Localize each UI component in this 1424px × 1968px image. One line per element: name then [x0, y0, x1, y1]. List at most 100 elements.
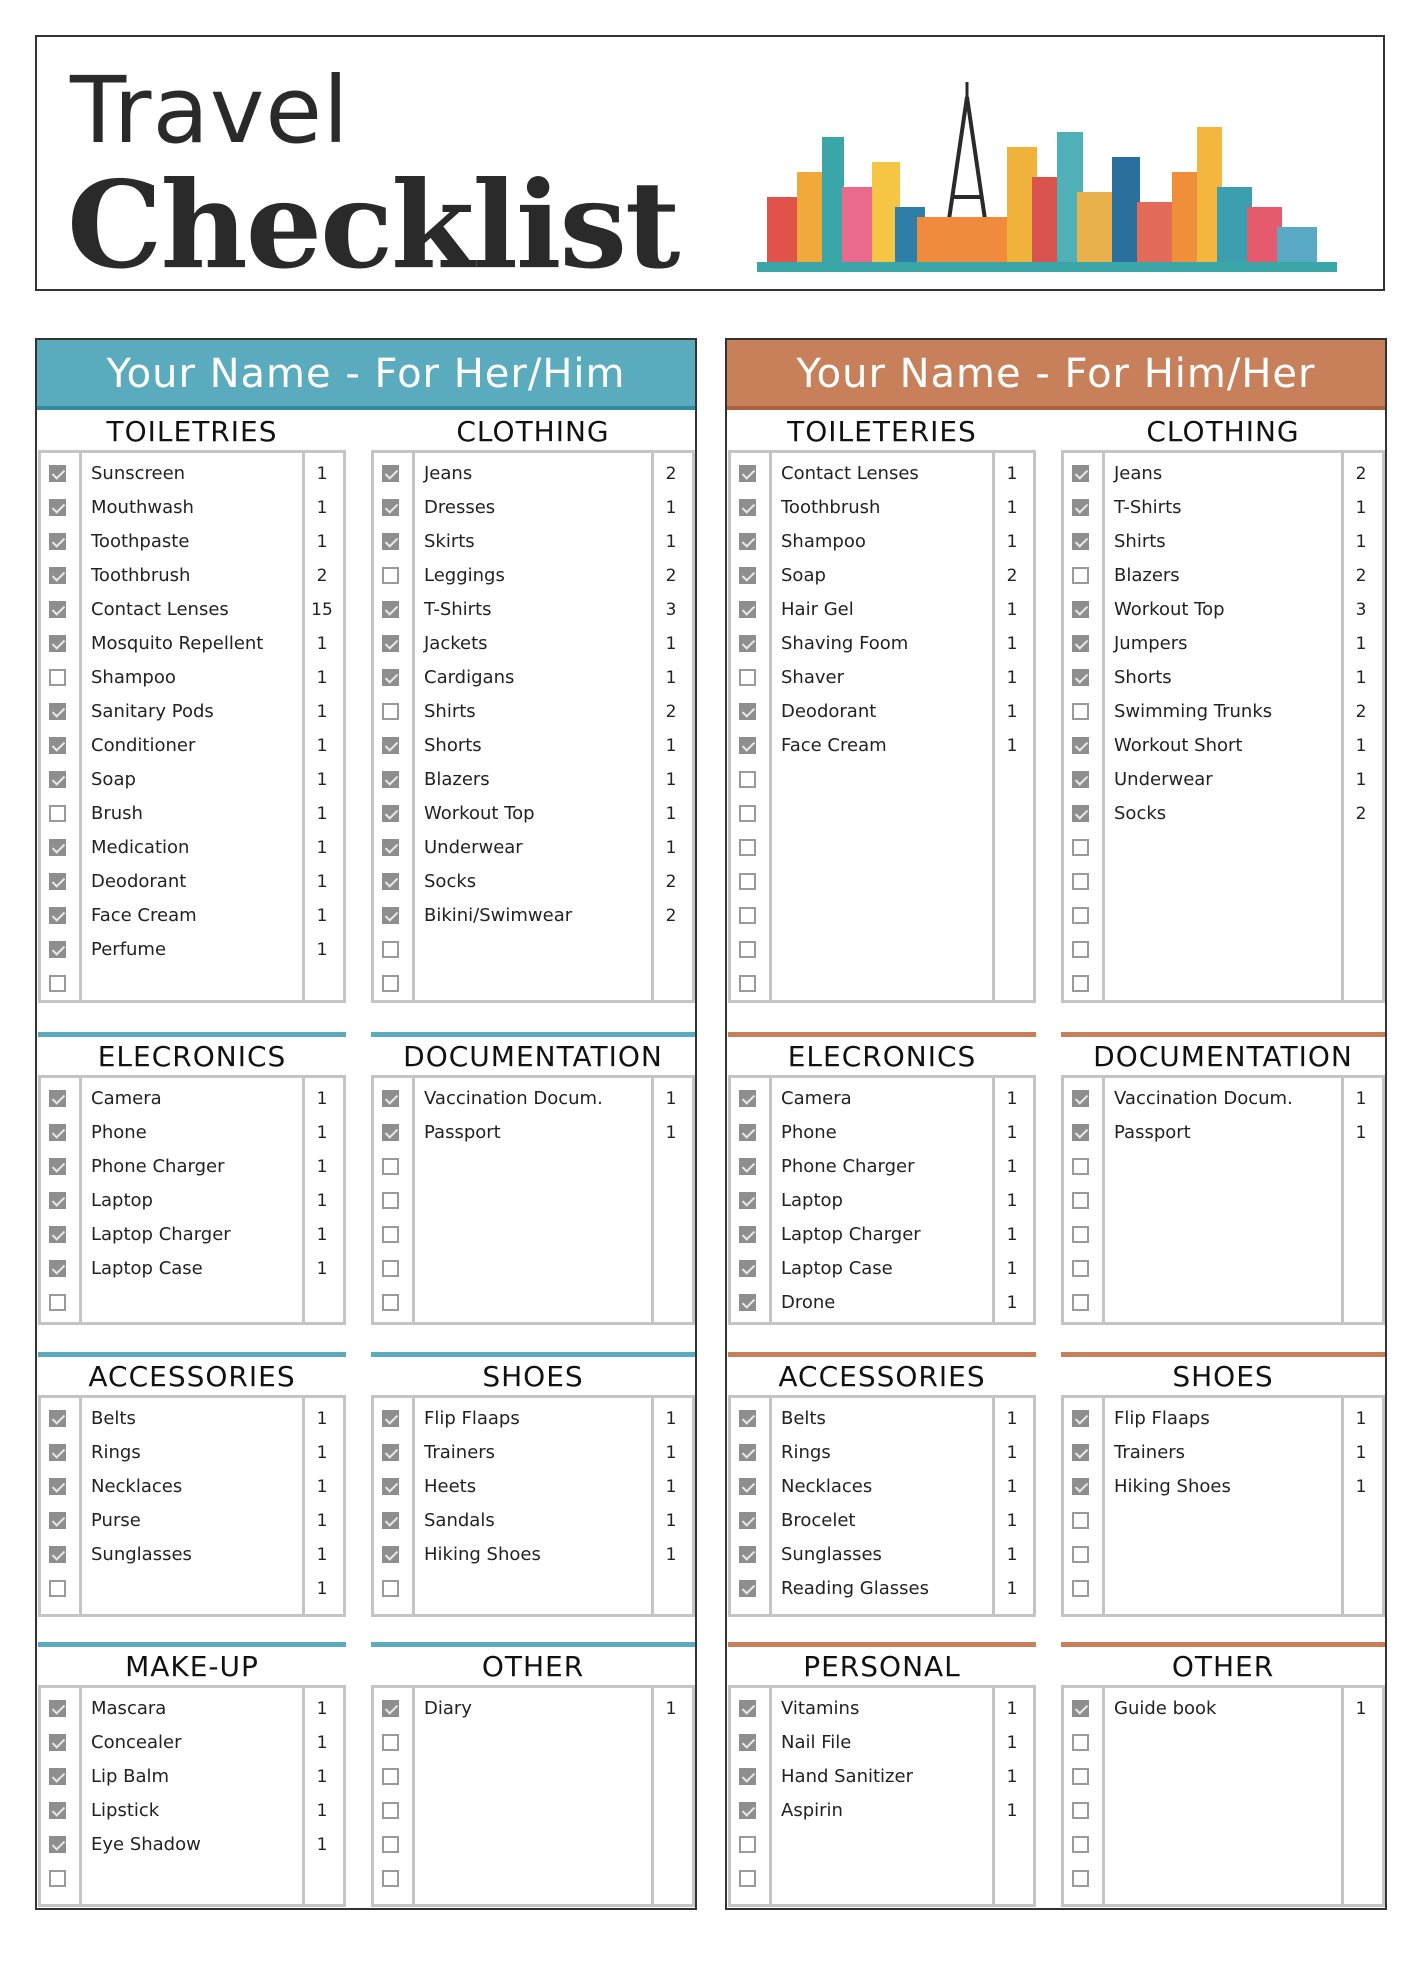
checkbox-checked[interactable]	[49, 1124, 66, 1141]
checkbox-checked[interactable]	[382, 839, 399, 856]
checkbox-checked[interactable]	[1072, 1700, 1089, 1717]
checkbox-checked[interactable]	[1072, 1444, 1089, 1461]
checkbox-checked[interactable]	[49, 1410, 66, 1427]
checkbox-checked[interactable]	[49, 1478, 66, 1495]
checkbox-checked[interactable]	[739, 499, 756, 516]
checkbox-checked[interactable]	[49, 1802, 66, 1819]
checkbox-checked[interactable]	[49, 1192, 66, 1209]
checkbox-checked[interactable]	[739, 1124, 756, 1141]
checkbox-unchecked[interactable]	[739, 1836, 756, 1853]
checkbox-unchecked[interactable]	[382, 1192, 399, 1209]
checkbox-checked[interactable]	[49, 533, 66, 550]
checkbox-checked[interactable]	[382, 465, 399, 482]
checkbox-checked[interactable]	[739, 1226, 756, 1243]
checkbox-checked[interactable]	[382, 1512, 399, 1529]
checkbox-unchecked[interactable]	[49, 1294, 66, 1311]
checkbox-unchecked[interactable]	[739, 975, 756, 992]
checkbox-checked[interactable]	[382, 1124, 399, 1141]
checkbox-unchecked[interactable]	[1072, 839, 1089, 856]
checkbox-checked[interactable]	[739, 1158, 756, 1175]
checkbox-unchecked[interactable]	[382, 1580, 399, 1597]
checkbox-unchecked[interactable]	[1072, 1802, 1089, 1819]
checkbox-checked[interactable]	[382, 873, 399, 890]
checkbox-checked[interactable]	[739, 1512, 756, 1529]
checkbox-unchecked[interactable]	[382, 1158, 399, 1175]
checkbox-unchecked[interactable]	[1072, 1768, 1089, 1785]
checkbox-checked[interactable]	[1072, 1090, 1089, 1107]
checkbox-checked[interactable]	[739, 1410, 756, 1427]
checkbox-unchecked[interactable]	[382, 1802, 399, 1819]
checkbox-unchecked[interactable]	[49, 805, 66, 822]
checkbox-unchecked[interactable]	[382, 567, 399, 584]
checkbox-checked[interactable]	[382, 771, 399, 788]
checkbox-checked[interactable]	[1072, 1478, 1089, 1495]
checkbox-checked[interactable]	[49, 635, 66, 652]
checkbox-checked[interactable]	[382, 1700, 399, 1717]
checkbox-unchecked[interactable]	[739, 907, 756, 924]
checkbox-checked[interactable]	[1072, 1124, 1089, 1141]
checkbox-unchecked[interactable]	[382, 1260, 399, 1277]
checkbox-checked[interactable]	[382, 669, 399, 686]
checkbox-checked[interactable]	[49, 1768, 66, 1785]
checkbox-checked[interactable]	[1072, 1410, 1089, 1427]
checkbox-checked[interactable]	[49, 1836, 66, 1853]
checkbox-unchecked[interactable]	[1072, 873, 1089, 890]
checkbox-unchecked[interactable]	[49, 1870, 66, 1887]
checkbox-checked[interactable]	[49, 1090, 66, 1107]
checkbox-checked[interactable]	[49, 771, 66, 788]
checkbox-checked[interactable]	[382, 1090, 399, 1107]
checkbox-unchecked[interactable]	[1072, 1734, 1089, 1751]
checkbox-checked[interactable]	[1072, 635, 1089, 652]
checkbox-checked[interactable]	[739, 635, 756, 652]
checkbox-unchecked[interactable]	[382, 1768, 399, 1785]
checkbox-unchecked[interactable]	[49, 669, 66, 686]
checkbox-unchecked[interactable]	[1072, 1546, 1089, 1563]
checkbox-checked[interactable]	[1072, 465, 1089, 482]
checkbox-unchecked[interactable]	[1072, 1836, 1089, 1853]
checkbox-unchecked[interactable]	[1072, 1512, 1089, 1529]
checkbox-checked[interactable]	[49, 465, 66, 482]
checkbox-checked[interactable]	[1072, 737, 1089, 754]
checkbox-checked[interactable]	[739, 1580, 756, 1597]
checkbox-checked[interactable]	[1072, 805, 1089, 822]
checkbox-checked[interactable]	[382, 737, 399, 754]
checkbox-checked[interactable]	[382, 533, 399, 550]
checkbox-unchecked[interactable]	[382, 1836, 399, 1853]
checkbox-checked[interactable]	[739, 1090, 756, 1107]
checkbox-checked[interactable]	[739, 533, 756, 550]
checkbox-unchecked[interactable]	[739, 873, 756, 890]
checkbox-checked[interactable]	[1072, 601, 1089, 618]
checkbox-unchecked[interactable]	[1072, 1192, 1089, 1209]
checkbox-checked[interactable]	[49, 839, 66, 856]
checkbox-checked[interactable]	[739, 1478, 756, 1495]
checkbox-checked[interactable]	[1072, 499, 1089, 516]
checkbox-checked[interactable]	[49, 1700, 66, 1717]
checkbox-checked[interactable]	[49, 737, 66, 754]
checkbox-unchecked[interactable]	[739, 669, 756, 686]
checkbox-checked[interactable]	[49, 601, 66, 618]
checkbox-checked[interactable]	[739, 465, 756, 482]
checkbox-unchecked[interactable]	[382, 1226, 399, 1243]
checkbox-checked[interactable]	[49, 873, 66, 890]
checkbox-checked[interactable]	[739, 601, 756, 618]
checkbox-unchecked[interactable]	[1072, 1158, 1089, 1175]
checkbox-checked[interactable]	[1072, 533, 1089, 550]
checkbox-checked[interactable]	[382, 805, 399, 822]
checkbox-checked[interactable]	[382, 1546, 399, 1563]
checkbox-checked[interactable]	[739, 703, 756, 720]
checkbox-checked[interactable]	[49, 1226, 66, 1243]
checkbox-unchecked[interactable]	[382, 941, 399, 958]
checkbox-checked[interactable]	[382, 601, 399, 618]
checkbox-checked[interactable]	[49, 567, 66, 584]
checkbox-unchecked[interactable]	[1072, 1294, 1089, 1311]
checkbox-checked[interactable]	[49, 1512, 66, 1529]
checkbox-unchecked[interactable]	[382, 1734, 399, 1751]
checkbox-checked[interactable]	[49, 703, 66, 720]
checkbox-unchecked[interactable]	[739, 805, 756, 822]
checkbox-checked[interactable]	[739, 1444, 756, 1461]
checkbox-unchecked[interactable]	[739, 771, 756, 788]
checkbox-checked[interactable]	[382, 1410, 399, 1427]
checkbox-checked[interactable]	[382, 499, 399, 516]
checkbox-unchecked[interactable]	[1072, 1580, 1089, 1597]
checkbox-checked[interactable]	[49, 907, 66, 924]
